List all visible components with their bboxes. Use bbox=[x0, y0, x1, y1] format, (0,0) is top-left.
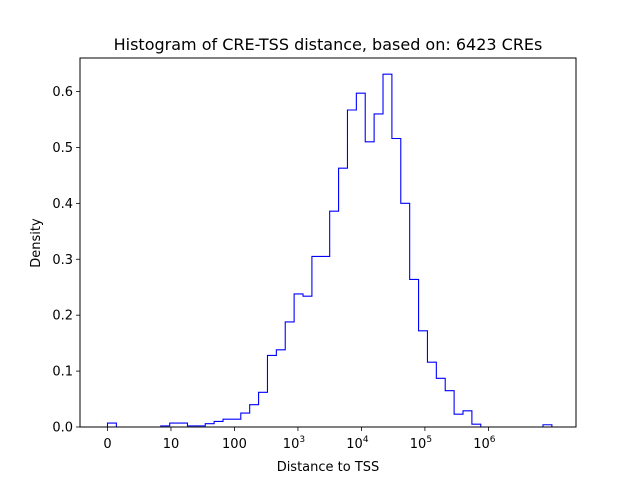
x-tick-label: 105 bbox=[410, 435, 432, 452]
y-tick-label: 0.0 bbox=[52, 421, 73, 436]
y-tick-label: 0.4 bbox=[52, 197, 73, 212]
x-tick-label: 106 bbox=[473, 435, 496, 452]
x-tick-label: 104 bbox=[346, 435, 369, 452]
histogram-step-line bbox=[106, 73, 553, 428]
y-tick-label: 0.1 bbox=[52, 365, 73, 380]
chart-title: Histogram of CRE-TSS distance, based on:… bbox=[114, 35, 543, 54]
y-axis-ticks: 0.0 0.1 0.2 0.3 0.4 0.5 0.6 bbox=[52, 85, 80, 436]
x-axis-label: Distance to TSS bbox=[277, 460, 380, 475]
y-tick-label: 0.2 bbox=[52, 309, 73, 324]
y-axis-label: Density bbox=[29, 218, 44, 268]
x-tick-label: 0 bbox=[103, 437, 111, 452]
y-tick-label: 0.3 bbox=[52, 253, 73, 268]
x-tick-label: 103 bbox=[283, 435, 305, 452]
axes-background bbox=[80, 58, 576, 427]
y-tick-label: 0.6 bbox=[52, 85, 73, 100]
axes-frame bbox=[79, 57, 577, 428]
histogram-series bbox=[106, 73, 553, 428]
x-tick-label: 10 bbox=[163, 437, 180, 452]
x-axis-ticks: 0 10 100 103 104 105 106 bbox=[103, 427, 496, 452]
x-tick-label: 100 bbox=[222, 437, 247, 452]
y-tick-label: 0.5 bbox=[52, 141, 73, 156]
